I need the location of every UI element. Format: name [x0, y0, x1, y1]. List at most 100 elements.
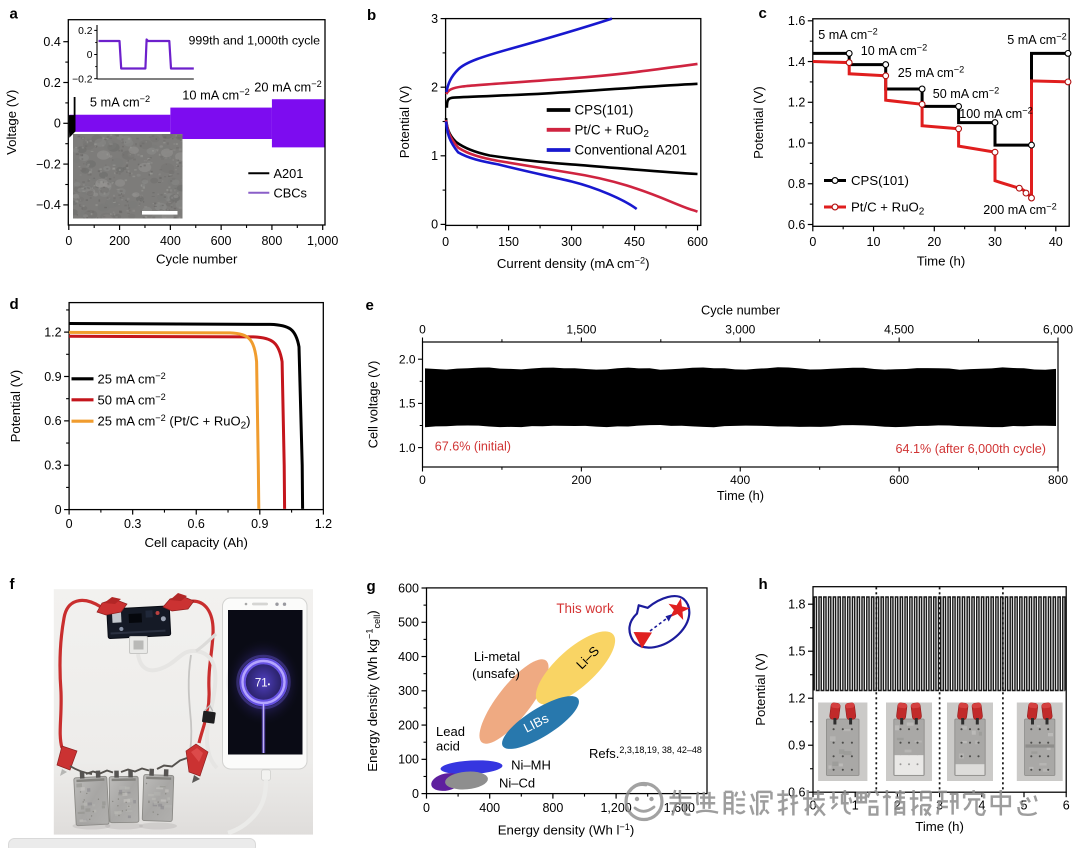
svg-text:25 mA cm−2 (Pt/C + RuO2): 25 mA cm−2 (Pt/C + RuO2)	[98, 413, 251, 431]
svg-text:71▪: 71▪	[255, 678, 271, 690]
svg-text:0.6: 0.6	[188, 517, 205, 531]
svg-text:1.2: 1.2	[788, 96, 805, 110]
svg-text:600: 600	[687, 235, 708, 249]
svg-text:0: 0	[87, 50, 93, 61]
svg-text:Lead: Lead	[436, 724, 465, 739]
svg-text:Energy density (Wh l−1): Energy density (Wh l−1)	[498, 822, 635, 838]
svg-text:100: 100	[398, 753, 419, 767]
svg-text:Pt/C + RuO2: Pt/C + RuO2	[575, 122, 650, 140]
svg-text:0.6: 0.6	[788, 218, 805, 232]
svg-text:−0.2: −0.2	[72, 74, 93, 85]
svg-text:Time (h): Time (h)	[717, 488, 764, 503]
svg-text:CPS(101): CPS(101)	[575, 103, 634, 118]
svg-text:0.3: 0.3	[124, 517, 141, 531]
svg-text:200: 200	[571, 473, 591, 487]
svg-text:0: 0	[65, 234, 72, 248]
svg-text:0.9: 0.9	[251, 517, 268, 531]
svg-text:10 mA cm−2: 10 mA cm−2	[861, 43, 927, 59]
svg-text:6,000: 6,000	[1043, 323, 1073, 337]
svg-text:10 mA cm−2: 10 mA cm−2	[182, 87, 249, 103]
svg-text:a: a	[10, 6, 19, 23]
svg-text:0: 0	[431, 218, 438, 232]
svg-text:This work: This work	[556, 601, 614, 616]
svg-text:5: 5	[1021, 799, 1028, 813]
svg-text:1.0: 1.0	[788, 136, 805, 150]
svg-text:5 mA cm−2: 5 mA cm−2	[1007, 32, 1066, 48]
svg-text:1.6: 1.6	[788, 14, 805, 28]
svg-text:e: e	[366, 297, 374, 314]
svg-text:0.9: 0.9	[788, 739, 805, 753]
svg-text:20 mA cm−2: 20 mA cm−2	[254, 79, 321, 95]
svg-text:0.2: 0.2	[78, 26, 93, 37]
svg-text:600: 600	[889, 473, 909, 487]
svg-text:600: 600	[211, 234, 232, 248]
svg-text:Conventional A201: Conventional A201	[575, 143, 687, 158]
svg-text:1,500: 1,500	[566, 323, 596, 337]
svg-text:400: 400	[730, 473, 750, 487]
svg-text:−0.4: −0.4	[36, 198, 61, 212]
svg-text:200: 200	[109, 234, 130, 248]
svg-text:5 mA cm−2: 5 mA cm−2	[90, 94, 150, 110]
svg-text:300: 300	[561, 235, 582, 249]
svg-text:1.2: 1.2	[44, 325, 61, 339]
svg-text:Cell capacity (Ah): Cell capacity (Ah)	[145, 535, 248, 550]
svg-text:100 mA cm−2: 100 mA cm−2	[959, 106, 1032, 122]
svg-text:1: 1	[431, 149, 438, 163]
svg-text:0: 0	[809, 235, 816, 249]
svg-text:Cycle number: Cycle number	[156, 252, 238, 267]
svg-text:2: 2	[894, 799, 901, 813]
svg-text:Potential (V): Potential (V)	[753, 653, 768, 726]
svg-text:4: 4	[978, 799, 985, 813]
svg-text:0: 0	[412, 787, 419, 801]
svg-text:1: 1	[852, 799, 859, 813]
svg-text:800: 800	[261, 234, 282, 248]
svg-text:f: f	[10, 576, 16, 593]
svg-text:5 mA cm−2: 5 mA cm−2	[818, 27, 877, 43]
svg-text:600: 600	[398, 581, 419, 595]
svg-text:Energy density (Wh kg−1cell): Energy density (Wh kg−1cell)	[365, 610, 383, 771]
svg-text:800: 800	[1048, 473, 1068, 487]
svg-text:40: 40	[1049, 235, 1063, 249]
svg-text:25 mA cm−2: 25 mA cm−2	[98, 371, 166, 387]
svg-text:400: 400	[479, 801, 500, 815]
svg-text:CPS(101): CPS(101)	[851, 173, 909, 188]
svg-text:Cell voltage (V): Cell voltage (V)	[366, 361, 381, 448]
svg-text:400: 400	[160, 234, 181, 248]
svg-text:1.2: 1.2	[788, 692, 805, 706]
svg-text:1,200: 1,200	[600, 801, 631, 815]
svg-text:Time (h): Time (h)	[917, 253, 966, 268]
svg-text:200: 200	[398, 718, 419, 732]
svg-text:10: 10	[867, 235, 881, 249]
svg-text:0: 0	[54, 117, 61, 131]
svg-text:2: 2	[431, 81, 438, 95]
svg-text:g: g	[367, 578, 376, 595]
svg-text:0: 0	[419, 323, 426, 337]
svg-text:1.5: 1.5	[399, 397, 416, 411]
svg-text:150: 150	[498, 235, 519, 249]
svg-text:0: 0	[810, 799, 817, 813]
svg-text:0.2: 0.2	[43, 76, 60, 90]
svg-text:CBCs: CBCs	[274, 185, 307, 200]
svg-text:4,500: 4,500	[884, 323, 914, 337]
svg-text:0: 0	[55, 503, 62, 517]
svg-text:20: 20	[927, 235, 941, 249]
svg-text:30: 30	[988, 235, 1002, 249]
svg-text:200 mA cm−2: 200 mA cm−2	[983, 202, 1056, 218]
svg-text:0.4: 0.4	[43, 35, 60, 49]
svg-text:999th and 1,000th cycle: 999th and 1,000th cycle	[189, 34, 321, 48]
svg-text:b: b	[367, 7, 376, 24]
svg-text:A201: A201	[274, 166, 304, 181]
svg-text:1,600: 1,600	[664, 801, 695, 815]
svg-text:c: c	[759, 5, 767, 22]
svg-text:500: 500	[398, 616, 419, 630]
svg-text:0: 0	[66, 517, 73, 531]
svg-text:acid: acid	[436, 739, 460, 754]
svg-text:300: 300	[398, 684, 419, 698]
svg-text:h: h	[759, 576, 768, 593]
svg-text:Ni–MH: Ni–MH	[511, 758, 551, 773]
svg-text:0: 0	[442, 235, 449, 249]
svg-text:Time (h): Time (h)	[915, 819, 964, 834]
svg-text:67.6% (initial): 67.6% (initial)	[435, 440, 511, 454]
svg-text:800: 800	[542, 801, 563, 815]
svg-text:1.4: 1.4	[788, 55, 805, 69]
